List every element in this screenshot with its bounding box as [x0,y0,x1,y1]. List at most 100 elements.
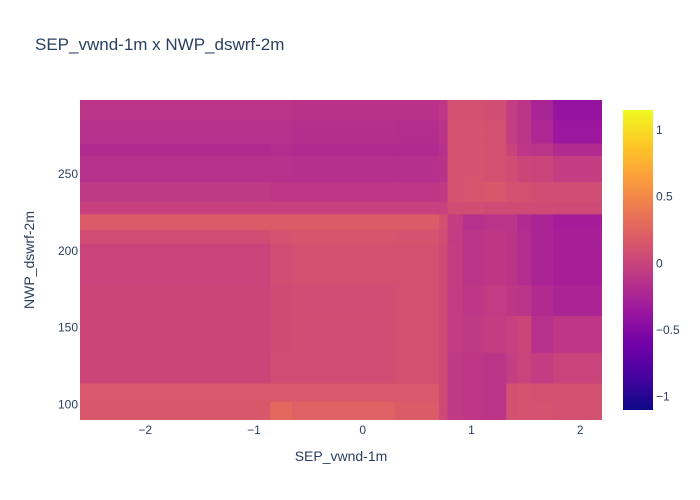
heatmap-cell [517,383,532,403]
heatmap-cell [447,120,464,144]
x-axis-ticks: −2 −1 0 1 2 [138,423,584,437]
heatmap-cell [517,201,532,215]
heatmap-cell [395,243,440,286]
heatmap-cell [484,352,507,384]
heatmap-cell [292,155,396,183]
heatmap-cell [553,352,602,384]
y-tick-label: 100 [58,398,78,412]
colorbar-tick-label: 0.5 [656,190,673,204]
heatmap-cell [80,213,271,230]
heatmap-cell [462,143,486,156]
heatmap-cell [462,155,486,183]
heatmap-cell [484,143,507,156]
heatmap-cell [506,143,518,156]
heatmap-cell [506,383,518,403]
heatmap-cell [270,352,293,384]
heatmap-cell [292,181,396,203]
colorbar-ticks: 1 0.5 0 −0.5 −1 [656,123,680,404]
heatmap-cell [447,155,464,183]
heatmap-cell [80,155,271,183]
heatmap-cell [438,201,449,215]
heatmap-cell [395,143,440,156]
heatmap-cell [395,315,440,353]
x-tick-label: 0 [359,423,366,437]
x-tick-label: 2 [577,423,584,437]
heatmap-cell [447,213,464,230]
heatmap-cell [395,284,440,316]
heatmap-cell [292,401,396,420]
heatmap-cell [462,243,486,286]
heatmap-cell [292,352,396,384]
heatmap-cell [553,201,602,215]
heatmap-cell [292,383,396,403]
heatmap-cell [270,315,293,353]
heatmap-cell [292,100,396,121]
heatmap-cell [517,143,532,156]
colorbar-tick-label: 0 [656,256,663,270]
heatmap-cell [462,120,486,144]
heatmap-cell [553,315,602,353]
heatmap-cell [517,243,532,286]
heatmap-cell [484,401,507,420]
heatmap-cell [531,243,554,286]
heatmap-cell [447,243,464,286]
heatmap-cell [531,120,554,144]
heatmap-cell [395,201,440,215]
heatmap-cell [517,120,532,144]
colorbar-tick-label: −0.5 [656,323,680,337]
heatmap-cell [462,352,486,384]
heatmap-cell [80,181,271,203]
heatmap-cell [553,243,602,286]
heatmap-cell [395,213,440,230]
heatmap-cell [517,229,532,244]
heatmap-cell [80,201,271,215]
heatmap-cell [484,243,507,286]
heatmap-cell [484,201,507,215]
heatmap-cell [438,229,449,244]
heatmap-cell [484,120,507,144]
x-axis-title: SEP_vwnd-1m [295,448,388,464]
heatmap-cell [438,383,449,403]
heatmap-cell [506,155,518,183]
heatmap-cell [462,201,486,215]
heatmap-cell [506,243,518,286]
heatmap-cell [447,181,464,203]
heatmap-cell [531,315,554,353]
colorbar-tick-label: −1 [656,390,670,404]
heatmap-cell [484,315,507,353]
heatmap-cell [462,181,486,203]
heatmap-cell [517,401,532,420]
heatmap-cell [438,315,449,353]
heatmap-cell [553,100,602,121]
heatmap-cell [270,229,293,244]
heatmap-cell [531,155,554,183]
heatmap-cell [447,315,464,353]
heatmap-cell [447,143,464,156]
heatmap-cell [447,352,464,384]
heatmap-cell [270,383,293,403]
heatmap-cell [292,120,396,144]
heatmap-cell [270,155,293,183]
heatmap-cell [531,181,554,203]
heatmap-cell [553,284,602,316]
heatmap-cell [517,284,532,316]
x-tick-label: 1 [468,423,475,437]
heatmap-cell [270,284,293,316]
heatmap-cell [531,284,554,316]
y-tick-label: 250 [58,167,78,181]
heatmap-cell [517,155,532,183]
heatmap-cell [553,181,602,203]
heatmap-cell [447,229,464,244]
heatmap-cell [506,100,518,121]
heatmap-cell [292,213,396,230]
heatmap-cell [531,383,554,403]
heatmap-cell [484,213,507,230]
heatmap-cell [553,383,602,403]
heatmap-cell [270,401,293,420]
heatmap-cell [438,243,449,286]
heatmap-cell [438,120,449,144]
heatmap-cell [462,315,486,353]
heatmap-cell [553,401,602,420]
heatmap-cell [438,352,449,384]
heatmap-cell [292,201,396,215]
